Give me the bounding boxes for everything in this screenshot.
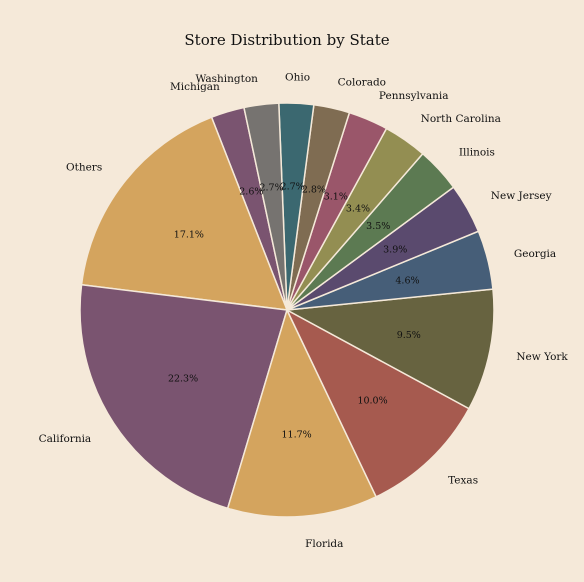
pct-label-new-jersey: 3.9%	[383, 245, 407, 256]
pct-label-pennsylvania: 3.1%	[324, 191, 348, 202]
pct-label-washington: 2.7%	[259, 182, 283, 193]
pct-label-new-york: 9.5%	[397, 330, 421, 341]
slice-label-others: Others	[66, 162, 102, 174]
pie-slice-california	[79, 283, 288, 510]
slice-label-colorado: Colorado	[338, 77, 386, 89]
slice-label-new-york: New York	[516, 351, 568, 363]
slice-label-florida: Florida	[305, 538, 343, 550]
slice-label-pennsylvania: Pennsylvania	[379, 90, 449, 102]
pie-slice-new-york	[284, 288, 495, 410]
slice-label-california: California	[39, 433, 92, 445]
pct-label-florida: 11.7%	[282, 429, 312, 440]
pct-label-colorado: 2.8%	[302, 184, 326, 195]
pct-label-ohio: 2.7%	[281, 181, 305, 192]
chart-title: Store Distribution by State	[184, 31, 389, 49]
pct-label-others: 17.1%	[174, 229, 204, 240]
pie-slice-others	[80, 116, 289, 311]
pie-slice-florida	[226, 307, 378, 518]
slice-label-texas: Texas	[448, 475, 478, 487]
slice-label-north-carolina: North Carolina	[421, 113, 501, 125]
pie-slices	[79, 102, 495, 518]
pct-label-north-carolina: 3.4%	[346, 204, 370, 215]
slice-labels: Michigan Others California Florida Texas New …	[39, 71, 569, 550]
percent-labels: 2.6% 17.1% 22.3% 11.7% 10.0% 9.5% 4.6% 3.9% 3.5%…	[168, 181, 421, 440]
pct-label-georgia: 4.6%	[395, 275, 419, 286]
pct-label-texas: 10.0%	[357, 396, 387, 407]
slice-label-ohio: Ohio	[285, 71, 310, 83]
slice-label-illinois: Illinois	[459, 146, 495, 158]
slice-label-washington: Washington	[196, 73, 259, 85]
pie-slice-texas	[285, 308, 471, 498]
pie-slice-washington	[243, 102, 288, 311]
slice-label-georgia: Georgia	[514, 248, 556, 260]
slice-label-michigan: Michigan	[170, 81, 220, 93]
pct-label-california: 22.3%	[168, 373, 198, 384]
pct-label-illinois: 3.5%	[366, 221, 390, 232]
slice-label-new-jersey: New Jersey	[491, 190, 552, 202]
pct-label-michigan: 2.6%	[239, 187, 263, 198]
